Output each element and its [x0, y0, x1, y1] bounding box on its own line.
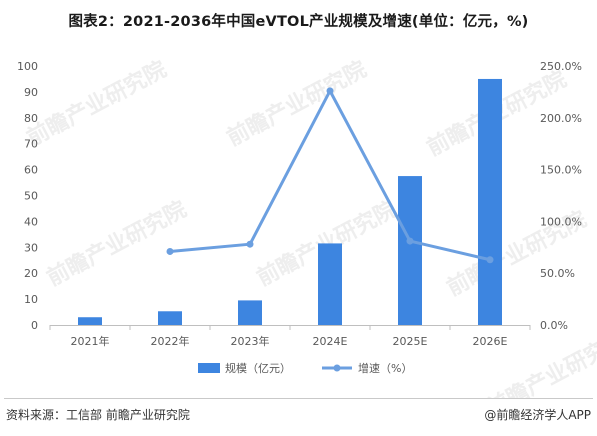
y-right-tick-label: 100.0%	[540, 215, 582, 228]
y-left-tick-label: 100	[17, 60, 38, 73]
line-point	[326, 87, 334, 95]
chart-title: 图表2：2021-2036年中国eVTOL产业规模及增速(单位：亿元，%)	[68, 14, 529, 30]
y-right-tick-label: 150.0%	[540, 164, 582, 177]
x-tick-label: 2026E	[473, 335, 508, 348]
watermark-text: 前瞻产业研究院	[23, 56, 171, 151]
growth-line	[166, 87, 494, 264]
bars	[78, 78, 502, 325]
y-left-tick-label: 40	[24, 215, 38, 228]
x-tick-label: 2024E	[313, 335, 348, 348]
watermark-text: 前瞻产业研究院	[43, 196, 191, 291]
axes: 0 10 20 30 40 50 60 70 80 90 100 0.0% 50.0% 100.0% 150…	[17, 60, 582, 348]
y-left-tick-label: 60	[24, 164, 38, 177]
chart: 前瞻产业研究院前瞻产业研究院前瞻产业研究院前瞻产业研究院前瞻产业研究院前瞻产业研…	[17, 56, 597, 398]
brand-credit: @前瞻经济学人APP	[484, 408, 591, 422]
bar	[238, 300, 262, 325]
y-left-tick-label: 20	[24, 267, 38, 280]
x-tick-label: 2022年	[151, 334, 190, 348]
y-right-tick-label: 250.0%	[540, 60, 582, 73]
source-note: 资料来源：工信部 前瞻产业研究院	[6, 408, 190, 422]
line-point	[406, 237, 414, 245]
x-tick-label: 2023年	[231, 334, 270, 348]
line-point	[486, 256, 494, 264]
footer-divider	[4, 398, 593, 399]
bar	[398, 176, 422, 325]
bar	[318, 243, 342, 325]
legend: 规模（亿元） 增速（%）	[198, 361, 412, 375]
y-left-tick-label: 80	[24, 112, 38, 125]
y-left-tick-label: 90	[24, 86, 38, 99]
x-tick-label: 2025E	[393, 335, 428, 348]
legend-line-label: 增速（%）	[358, 361, 412, 375]
legend-bar-swatch	[198, 363, 220, 373]
y-right-tick-label: 50.0%	[540, 267, 575, 280]
line-point	[246, 240, 254, 248]
y-left-tick-label: 50	[24, 190, 38, 203]
legend-line-marker	[333, 364, 341, 372]
bar	[78, 317, 102, 325]
legend-bar-label: 规模（亿元）	[225, 361, 291, 375]
y-right-tick-label: 0.0%	[540, 319, 568, 332]
watermark-text: 前瞻产业研究院	[223, 56, 371, 151]
y-left-tick-label: 10	[24, 293, 38, 306]
line-point	[166, 247, 174, 255]
bar	[158, 311, 182, 325]
x-tick-label: 2021年	[71, 334, 110, 348]
bar	[478, 78, 502, 325]
y-left-tick-label: 0	[31, 319, 38, 332]
y-left-tick-label: 70	[24, 138, 38, 151]
y-left-tick-label: 30	[24, 241, 38, 254]
y-right-tick-label: 200.0%	[540, 112, 582, 125]
